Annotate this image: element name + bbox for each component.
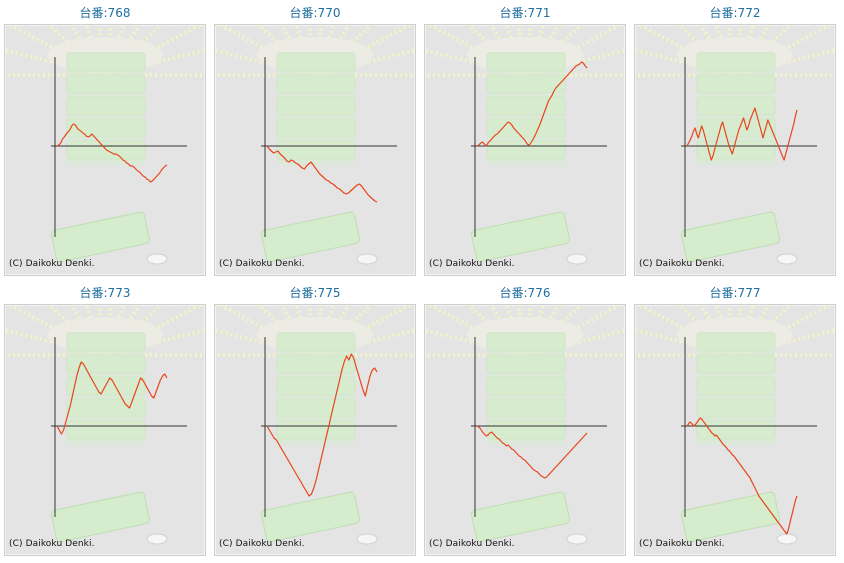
token-tray (680, 491, 781, 543)
chart-title[interactable]: 台番:768 (79, 6, 131, 20)
sunburst-ray (635, 48, 736, 77)
token-tray (50, 211, 151, 263)
series-line (476, 425, 588, 479)
graph-cell: 台番:775 (C) Daikoku Denki. (210, 280, 420, 558)
copyright-text: (C) Daikoku Denki. (429, 259, 515, 269)
chart-panel: (C) Daikoku Denki. (634, 304, 836, 556)
token-tray (260, 491, 361, 543)
chart-panel: (C) Daikoku Denki. (4, 304, 206, 556)
coin-icon (146, 253, 168, 265)
coin-icon (566, 533, 588, 545)
machine-body (277, 55, 355, 165)
background-artwork (5, 25, 205, 265)
series-line (686, 417, 798, 535)
chart-panel: (C) Daikoku Denki. (214, 304, 416, 556)
series-line (56, 123, 168, 183)
copyright-text: (C) Daikoku Denki. (429, 539, 515, 549)
coin-icon (146, 533, 168, 545)
coin-icon (566, 253, 588, 265)
graph-cell: 台番:771 (C) Daikoku Denki. (420, 0, 630, 278)
graph-cell: 台番:770 (C) Daikoku Denki. (210, 0, 420, 278)
token-tray (680, 211, 781, 263)
copyright-text: (C) Daikoku Denki. (639, 539, 725, 549)
line-chart (425, 305, 625, 545)
machine-body (697, 335, 775, 445)
series-line (686, 107, 798, 161)
background-artwork (5, 305, 205, 545)
chart-title[interactable]: 台番:770 (289, 6, 341, 20)
graph-cell: 台番:768 (C) Daikoku Denki. (0, 0, 210, 278)
line-chart (5, 25, 205, 265)
chart-title[interactable]: 台番:772 (709, 6, 761, 20)
sunburst-ray (425, 48, 526, 77)
sunburst-ray (734, 48, 835, 77)
copyright-text: (C) Daikoku Denki. (219, 259, 305, 269)
sunburst-ray (5, 48, 106, 77)
machine-body (67, 55, 145, 165)
background-artwork (425, 305, 625, 545)
sunburst-ray (524, 48, 625, 77)
coin-icon (776, 533, 798, 545)
copyright-text: (C) Daikoku Denki. (219, 539, 305, 549)
machine-body (487, 55, 565, 165)
chart-title[interactable]: 台番:775 (289, 286, 341, 300)
copyright-text: (C) Daikoku Denki. (9, 259, 95, 269)
graph-cell: 台番:772 (C) Daikoku Denki. (630, 0, 840, 278)
coin-icon (356, 533, 378, 545)
sunburst-ray (635, 328, 736, 357)
series-line (476, 61, 588, 147)
chart-panel: (C) Daikoku Denki. (214, 24, 416, 276)
sunburst-ray (734, 328, 835, 357)
background-artwork (215, 25, 415, 265)
sunburst-ray (314, 328, 415, 357)
sunburst-ray (5, 328, 106, 357)
machine-body (487, 335, 565, 445)
chart-panel: (C) Daikoku Denki. (4, 24, 206, 276)
token-tray (50, 491, 151, 543)
coin-icon (356, 253, 378, 265)
background-artwork (425, 25, 625, 265)
chart-panel: (C) Daikoku Denki. (634, 24, 836, 276)
token-tray (260, 211, 361, 263)
sunburst-ray (215, 48, 316, 77)
line-chart (215, 25, 415, 265)
copyright-text: (C) Daikoku Denki. (639, 259, 725, 269)
copyright-text: (C) Daikoku Denki. (9, 539, 95, 549)
line-chart (5, 305, 205, 545)
chart-panel: (C) Daikoku Denki. (424, 304, 626, 556)
series-line (56, 361, 168, 435)
sunburst-ray (425, 328, 526, 357)
background-artwork (635, 25, 835, 265)
line-chart (635, 25, 835, 265)
sunburst-ray (104, 48, 205, 77)
token-tray (470, 211, 571, 263)
chart-title[interactable]: 台番:777 (709, 286, 761, 300)
chart-title[interactable]: 台番:776 (499, 286, 551, 300)
chart-title[interactable]: 台番:771 (499, 6, 551, 20)
chart-panel: (C) Daikoku Denki. (424, 24, 626, 276)
series-line (266, 353, 378, 497)
line-chart (635, 305, 835, 545)
sunburst-ray (104, 328, 205, 357)
machine-body (67, 335, 145, 445)
background-artwork (215, 305, 415, 545)
machine-body (697, 55, 775, 165)
line-chart (215, 305, 415, 545)
chart-title[interactable]: 台番:773 (79, 286, 131, 300)
sunburst-ray (215, 328, 316, 357)
coin-icon (776, 253, 798, 265)
line-chart (425, 25, 625, 265)
sunburst-ray (314, 48, 415, 77)
graph-cell: 台番:776 (C) Daikoku Denki. (420, 280, 630, 558)
background-artwork (635, 305, 835, 545)
sunburst-ray (524, 328, 625, 357)
graph-cell: 台番:773 (C) Daikoku Denki. (0, 280, 210, 558)
graph-cell: 台番:777 (C) Daikoku Denki. (630, 280, 840, 558)
machine-body (277, 335, 355, 445)
token-tray (470, 491, 571, 543)
series-line (266, 145, 378, 203)
